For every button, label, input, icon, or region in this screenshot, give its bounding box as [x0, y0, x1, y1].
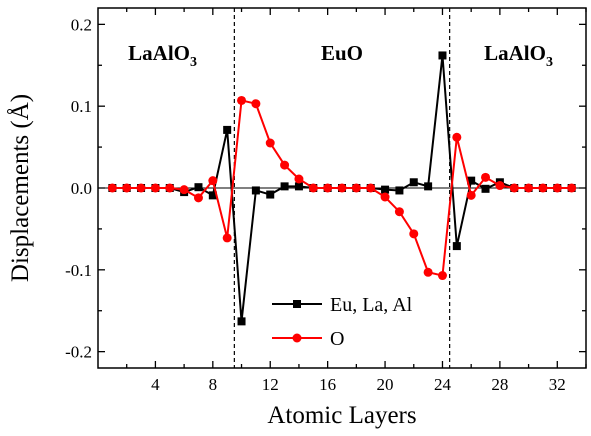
data-point-circle [567, 183, 577, 193]
data-point-circle [351, 183, 361, 193]
data-point-square [194, 183, 203, 192]
data-point-circle [466, 190, 476, 200]
y-axis-ticks: -0.2 -0.1 0.0 0.1 0.2 [65, 15, 586, 362]
data-point-circle [222, 233, 232, 243]
data-point-square [251, 186, 260, 195]
data-point-circle [394, 207, 404, 217]
data-point-circle [208, 176, 218, 186]
data-point-square [266, 190, 275, 199]
x-axis-title: Atomic Layers [267, 402, 416, 429]
data-point-circle [193, 193, 203, 203]
y-axis-title: Displacements (Å) [7, 94, 34, 282]
x-tick-label: 32 [549, 375, 566, 394]
data-point-circle [265, 138, 275, 148]
y-tick-label: 0.0 [71, 179, 92, 198]
data-point-circle [251, 99, 261, 109]
data-point-square [438, 51, 447, 60]
data-point-circle [366, 183, 376, 193]
series-1 [107, 95, 577, 281]
legend-marker-circle [292, 333, 302, 343]
data-point-circle [308, 183, 318, 193]
data-point-circle [380, 192, 390, 202]
y-tick-label: -0.1 [65, 261, 92, 280]
data-point-circle [107, 183, 117, 193]
data-point-circle [524, 183, 534, 193]
legend-label: O [330, 328, 344, 350]
data-point-circle [280, 160, 290, 170]
region-label-2: LaAlO3 [484, 41, 553, 70]
legend-item-0: Eu, La, Al [272, 294, 413, 316]
data-point-circle [337, 183, 347, 193]
legend-label: Eu, La, Al [330, 294, 413, 316]
data-point-circle [179, 185, 189, 195]
data-point-circle [150, 183, 160, 193]
data-point-square [237, 317, 246, 326]
y-tick-label: -0.2 [65, 343, 92, 362]
data-point-circle [294, 174, 304, 184]
data-point-circle [323, 183, 333, 193]
data-point-square [409, 178, 418, 187]
data-point-circle [165, 183, 175, 193]
data-point-circle [552, 183, 562, 193]
data-point-circle [237, 95, 247, 105]
data-point-square [294, 182, 303, 191]
data-point-square [395, 186, 404, 195]
legend-marker-square [293, 300, 301, 308]
x-tick-label: 8 [209, 375, 218, 394]
data-point-circle [409, 229, 419, 239]
data-point-square [280, 182, 289, 191]
data-point-square [381, 185, 390, 194]
data-point-circle [495, 181, 505, 191]
region-labels: LaAlO3 EuO LaAlO3 [128, 41, 553, 70]
x-tick-label: 28 [491, 375, 508, 394]
x-tick-label: 24 [434, 375, 452, 394]
data-point-circle [481, 172, 491, 182]
legend: Eu, La, Al O [272, 294, 413, 350]
data-point-square [467, 176, 476, 185]
x-tick-label: 12 [262, 375, 279, 394]
data-point-circle [122, 183, 132, 193]
x-tick-label: 20 [377, 375, 394, 394]
region-dividers [233, 8, 451, 368]
data-point-square [481, 184, 490, 193]
data-point-square [424, 182, 433, 191]
series-layer [107, 51, 577, 326]
data-point-circle [452, 132, 462, 142]
data-point-circle [136, 183, 146, 193]
data-point-square [452, 242, 461, 251]
data-point-circle [437, 271, 447, 281]
x-tick-label: 4 [151, 375, 160, 394]
data-point-circle [538, 183, 548, 193]
data-point-circle [509, 183, 519, 193]
y-tick-label: 0.2 [71, 15, 92, 34]
region-label-0: LaAlO3 [128, 41, 197, 70]
region-label-1: EuO [321, 41, 363, 65]
data-point-square [208, 191, 217, 200]
legend-item-1: O [272, 328, 344, 350]
y-tick-label: 0.1 [71, 97, 92, 116]
x-axis-ticks: 4 8 12 16 20 24 28 32 [126, 8, 587, 394]
data-point-circle [423, 267, 433, 277]
x-tick-label: 16 [319, 375, 336, 394]
plot-area: LaAlO3 EuO LaAlO3 4 8 12 16 20 24 28 32 -0.2 -0.1 0… [65, 7, 587, 394]
data-point-square [223, 125, 232, 134]
